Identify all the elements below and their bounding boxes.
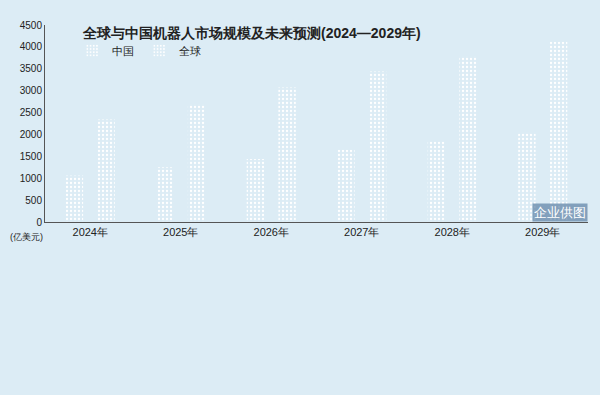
- svg-text:全球与中国机器人市场规模及未来预测(2024—2029年): 全球与中国机器人市场规模及未来预测(2024—2029年): [82, 25, 421, 41]
- svg-text:2500: 2500: [20, 107, 43, 118]
- svg-text:3500: 3500: [20, 63, 43, 74]
- svg-text:2025年: 2025年: [163, 226, 198, 238]
- svg-text:2026年: 2026年: [254, 226, 289, 238]
- svg-text:(亿美元): (亿美元): [10, 232, 43, 242]
- svg-text:2028年: 2028年: [435, 226, 470, 238]
- svg-text:2029年: 2029年: [525, 226, 560, 238]
- svg-text:2024年: 2024年: [73, 226, 108, 238]
- svg-text:企业供图: 企业供图: [534, 205, 586, 220]
- svg-text:中国: 中国: [112, 45, 134, 57]
- svg-text:4000: 4000: [20, 41, 43, 52]
- svg-text:1000: 1000: [20, 173, 43, 184]
- svg-text:2000: 2000: [20, 129, 43, 140]
- svg-text:1500: 1500: [20, 151, 43, 162]
- svg-text:全球: 全球: [179, 45, 201, 57]
- svg-text:4500: 4500: [20, 20, 43, 31]
- svg-text:2027年: 2027年: [344, 226, 379, 238]
- svg-text:500: 500: [25, 195, 42, 206]
- svg-text:3000: 3000: [20, 85, 43, 96]
- svg-text:0: 0: [36, 217, 42, 228]
